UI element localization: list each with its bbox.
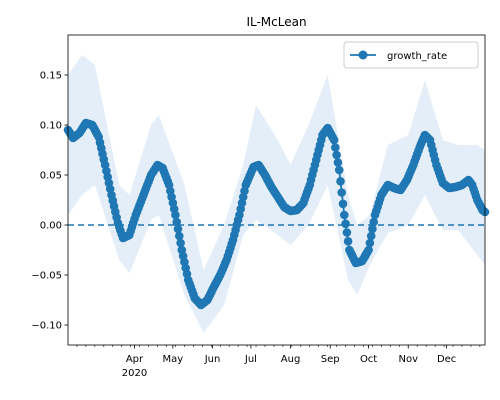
growth-rate-point bbox=[366, 231, 376, 241]
y-tick-label: 0.00 bbox=[40, 221, 62, 232]
x-tick-label: Jun bbox=[204, 354, 221, 365]
growth-rate-point bbox=[332, 150, 341, 160]
growth-rate-point bbox=[342, 228, 352, 237]
growth-rate-point bbox=[175, 231, 184, 241]
x-tick-label: Aug bbox=[281, 354, 301, 365]
growth-rate-point bbox=[331, 143, 340, 152]
growth-rate-point bbox=[364, 245, 373, 255]
legend: growth_rate bbox=[343, 41, 479, 69]
legend-point-marker bbox=[358, 50, 368, 60]
growth-rate-point bbox=[173, 224, 183, 234]
growth-rate-point bbox=[334, 165, 344, 175]
growth-rate-point bbox=[365, 238, 375, 248]
x-tick-label: Apr bbox=[126, 354, 144, 365]
legend-label: growth_rate bbox=[387, 51, 447, 62]
x-tick-label: May bbox=[163, 354, 184, 365]
growth-rate-point bbox=[176, 238, 185, 248]
x-tick-label: Nov bbox=[398, 354, 418, 365]
growth-rate-point bbox=[171, 210, 180, 220]
x-tick-label: Dec bbox=[437, 354, 456, 365]
legend-box bbox=[343, 41, 479, 69]
y-tick-label: 0.15 bbox=[40, 71, 62, 82]
x-tick-label: Jul bbox=[244, 354, 257, 365]
y-tick-label: 0.10 bbox=[40, 121, 62, 132]
x-year-label: 2020 bbox=[122, 368, 147, 379]
x-tick-label: Oct bbox=[360, 354, 377, 365]
growth-rate-point bbox=[343, 237, 353, 246]
y-tick-label: 0.05 bbox=[40, 171, 62, 182]
growth-rate-point bbox=[329, 135, 339, 145]
y-axis: −0.10 −0.05 0.00 0.05 0.10 0.15 bbox=[31, 71, 68, 332]
growth-rate-point bbox=[368, 224, 377, 234]
growth-rate-point bbox=[340, 210, 349, 220]
growth-rate-point bbox=[172, 217, 181, 227]
growth-rate-point bbox=[336, 177, 345, 186]
growth-rate-point bbox=[338, 199, 348, 209]
y-tick-label: −0.05 bbox=[31, 271, 62, 282]
x-tick-label: Sep bbox=[321, 354, 340, 365]
plot-frame bbox=[67, 34, 486, 346]
growth-rate-point bbox=[337, 188, 347, 197]
y-tick-label: −0.10 bbox=[31, 321, 62, 332]
series-layer bbox=[63, 118, 490, 310]
growth-rate-point bbox=[369, 217, 379, 227]
growth-rate-point bbox=[333, 158, 343, 167]
x-axis: Apr 2020 May Jun Jul Aug Sep Oct Nov Dec bbox=[76, 345, 481, 379]
chart-title: IL-McLean bbox=[246, 15, 306, 29]
growth-rate-point bbox=[341, 219, 350, 229]
